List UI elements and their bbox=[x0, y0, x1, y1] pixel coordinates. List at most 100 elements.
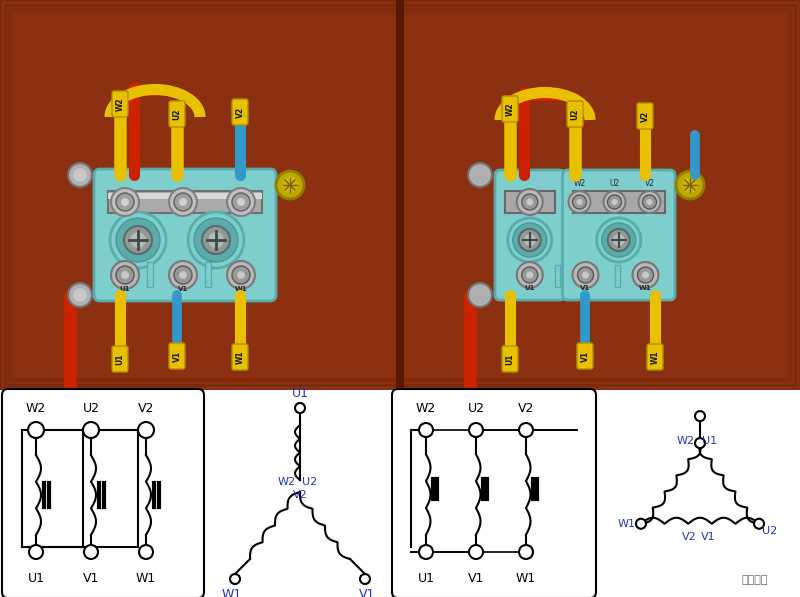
Text: U2: U2 bbox=[610, 179, 620, 188]
Circle shape bbox=[513, 223, 546, 257]
Text: V2: V2 bbox=[641, 110, 650, 122]
Bar bbox=[10, 10, 790, 380]
Circle shape bbox=[237, 271, 245, 279]
Circle shape bbox=[613, 234, 625, 246]
Text: V1: V1 bbox=[178, 286, 188, 292]
Text: U1: U1 bbox=[291, 387, 309, 400]
Text: V1: V1 bbox=[173, 350, 182, 362]
Bar bbox=[108, 193, 262, 199]
Circle shape bbox=[121, 198, 129, 206]
Circle shape bbox=[469, 545, 483, 559]
FancyBboxPatch shape bbox=[94, 169, 276, 301]
Bar bbox=[555, 265, 560, 287]
FancyBboxPatch shape bbox=[502, 346, 518, 372]
FancyBboxPatch shape bbox=[232, 344, 248, 370]
Circle shape bbox=[174, 193, 192, 211]
Circle shape bbox=[633, 262, 658, 288]
Circle shape bbox=[208, 232, 224, 248]
Circle shape bbox=[524, 234, 536, 246]
Circle shape bbox=[573, 262, 598, 288]
Bar bbox=[615, 265, 620, 287]
Circle shape bbox=[522, 194, 538, 210]
Circle shape bbox=[83, 422, 99, 438]
Text: U1: U1 bbox=[120, 286, 130, 292]
Text: V1: V1 bbox=[83, 571, 99, 584]
Text: V2: V2 bbox=[645, 179, 654, 188]
Circle shape bbox=[73, 288, 87, 302]
Bar bbox=[205, 262, 211, 287]
Circle shape bbox=[295, 403, 305, 413]
Circle shape bbox=[517, 262, 542, 288]
Circle shape bbox=[188, 212, 244, 268]
Text: W2: W2 bbox=[574, 179, 586, 188]
Circle shape bbox=[646, 199, 653, 205]
Text: U1: U1 bbox=[525, 285, 535, 291]
FancyBboxPatch shape bbox=[502, 96, 518, 122]
Circle shape bbox=[169, 261, 197, 289]
Circle shape bbox=[526, 198, 534, 205]
Circle shape bbox=[360, 574, 370, 584]
Circle shape bbox=[232, 266, 250, 284]
Bar bbox=[5, 5, 795, 385]
Circle shape bbox=[607, 195, 622, 209]
Circle shape bbox=[227, 188, 255, 216]
Circle shape bbox=[695, 411, 705, 421]
FancyBboxPatch shape bbox=[232, 99, 248, 125]
Circle shape bbox=[110, 212, 166, 268]
Circle shape bbox=[130, 232, 146, 248]
Circle shape bbox=[642, 195, 657, 209]
Bar bbox=[108, 191, 262, 213]
Circle shape bbox=[179, 198, 187, 206]
Circle shape bbox=[642, 272, 649, 278]
Circle shape bbox=[695, 438, 705, 448]
Bar bbox=[0, 0, 800, 390]
Text: W1: W1 bbox=[222, 588, 242, 597]
Circle shape bbox=[519, 545, 533, 559]
FancyBboxPatch shape bbox=[392, 389, 596, 597]
Circle shape bbox=[468, 163, 492, 187]
Circle shape bbox=[227, 261, 255, 289]
FancyBboxPatch shape bbox=[567, 101, 583, 127]
Text: U2: U2 bbox=[762, 526, 778, 536]
Text: V2: V2 bbox=[235, 106, 245, 118]
Circle shape bbox=[419, 423, 433, 437]
Circle shape bbox=[68, 283, 92, 307]
Text: U2: U2 bbox=[302, 477, 318, 487]
Circle shape bbox=[682, 177, 698, 193]
Circle shape bbox=[517, 189, 542, 215]
Circle shape bbox=[638, 191, 661, 213]
Circle shape bbox=[468, 283, 492, 307]
Text: W1: W1 bbox=[650, 350, 659, 364]
Text: U2: U2 bbox=[173, 108, 182, 120]
Bar bbox=[0, 0, 800, 390]
Circle shape bbox=[68, 163, 92, 187]
Text: W2: W2 bbox=[278, 477, 296, 487]
Text: V2: V2 bbox=[138, 402, 154, 416]
Circle shape bbox=[202, 226, 230, 254]
Text: W2: W2 bbox=[677, 436, 695, 446]
Text: V1: V1 bbox=[359, 588, 375, 597]
FancyBboxPatch shape bbox=[169, 343, 185, 369]
Circle shape bbox=[469, 423, 483, 437]
Circle shape bbox=[232, 193, 250, 211]
Circle shape bbox=[124, 226, 152, 254]
FancyBboxPatch shape bbox=[169, 101, 185, 127]
Text: U2: U2 bbox=[570, 108, 579, 120]
Circle shape bbox=[518, 229, 541, 251]
Circle shape bbox=[174, 266, 192, 284]
Circle shape bbox=[111, 188, 139, 216]
Circle shape bbox=[237, 198, 245, 206]
Circle shape bbox=[611, 199, 618, 205]
Text: V1: V1 bbox=[580, 285, 590, 291]
Circle shape bbox=[276, 171, 304, 199]
Circle shape bbox=[230, 574, 240, 584]
Circle shape bbox=[602, 223, 636, 257]
Circle shape bbox=[522, 267, 538, 283]
FancyBboxPatch shape bbox=[495, 170, 565, 300]
Circle shape bbox=[139, 545, 153, 559]
FancyBboxPatch shape bbox=[577, 343, 593, 369]
Bar bbox=[147, 262, 153, 287]
FancyBboxPatch shape bbox=[647, 344, 663, 370]
Circle shape bbox=[116, 193, 134, 211]
Circle shape bbox=[597, 218, 641, 262]
